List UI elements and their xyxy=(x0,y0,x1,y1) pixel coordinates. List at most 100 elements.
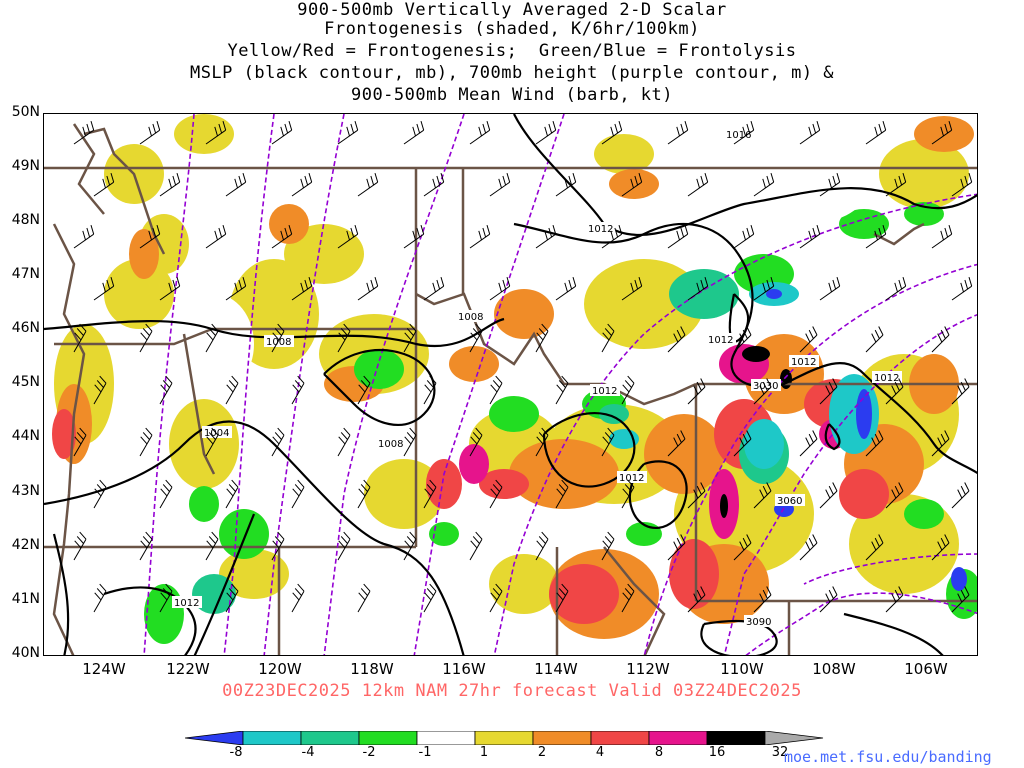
wind-barb xyxy=(931,430,950,457)
wind-barb xyxy=(555,583,569,613)
mslp-label: 1012 xyxy=(588,224,613,235)
wind-barb xyxy=(357,479,371,509)
mslp-label: 1012 xyxy=(619,473,644,484)
mslp-label: 1008 xyxy=(458,312,483,323)
wind-barb xyxy=(159,479,173,509)
wind-barb xyxy=(621,276,643,301)
colorbar-label: 4 xyxy=(595,745,605,760)
wind-barb xyxy=(667,326,686,353)
wind-barb xyxy=(291,479,305,509)
wind-barb xyxy=(667,224,689,249)
wind-barb xyxy=(357,583,371,613)
wind-barb xyxy=(403,120,425,145)
lon-label-108w: 108W xyxy=(812,660,856,678)
wind-barb xyxy=(423,479,437,509)
lat-label-50n: 50N xyxy=(11,104,40,120)
wind-barb xyxy=(271,224,293,249)
wind-barb xyxy=(799,224,821,249)
wind-barb xyxy=(885,172,907,197)
title-line-2: Frontogenesis (shaded, K/6hr/100km) xyxy=(324,19,700,39)
colorbar-label: -1 xyxy=(418,745,432,760)
wind-barb xyxy=(687,482,706,509)
wind-barb xyxy=(733,224,755,249)
wind-barb xyxy=(733,120,755,145)
wind-barb xyxy=(159,172,181,197)
lat-label-44n: 44N xyxy=(11,428,40,444)
lon-label-114w: 114W xyxy=(534,660,578,678)
wind-barb xyxy=(357,172,379,197)
wind-barb xyxy=(753,378,772,405)
title-line-4: MSLP (black contour, mb), 700mb height (… xyxy=(189,63,835,83)
lon-label-110w: 110W xyxy=(720,660,764,678)
wind-barb xyxy=(885,586,904,613)
colorbar-label: 1 xyxy=(479,745,489,760)
lat-label-45n: 45N xyxy=(11,374,40,390)
credit-link[interactable]: moe.met.fsu.edu/banding xyxy=(784,748,992,766)
wind-barb xyxy=(733,430,752,457)
colorbar-label: -4 xyxy=(301,745,315,760)
height-label: 3060 xyxy=(777,496,802,507)
colorbar-cell xyxy=(416,731,476,745)
lon-label-116w: 116W xyxy=(442,660,486,678)
height-contours xyxy=(143,114,977,655)
wind-barb xyxy=(733,534,752,561)
wind-barb xyxy=(931,224,953,249)
wind-barb xyxy=(733,326,752,353)
wind-barb xyxy=(159,276,181,301)
colorbar xyxy=(185,731,824,745)
wind-barb xyxy=(819,172,841,197)
wind-barb xyxy=(489,375,503,405)
wind-barb xyxy=(601,427,615,457)
wind-barb xyxy=(819,586,838,613)
wind-barb xyxy=(73,224,95,249)
colorbar-label: 8 xyxy=(654,745,664,760)
wind-barb xyxy=(139,120,161,145)
wind-barb xyxy=(423,276,445,301)
height-label: 3090 xyxy=(746,617,771,628)
wind-barb xyxy=(337,427,351,457)
wind-barb xyxy=(819,482,838,509)
wind-barb xyxy=(687,172,709,197)
wind-barb xyxy=(865,534,884,561)
wind-barb xyxy=(819,378,838,405)
wind-barb xyxy=(225,479,239,509)
wind-barb xyxy=(555,375,569,405)
wind-barb xyxy=(819,276,841,301)
colorbar-label: 32 xyxy=(771,745,789,760)
wind-barb xyxy=(93,583,107,613)
wind-barb xyxy=(139,323,153,353)
lat-label-47n: 47N xyxy=(11,266,40,282)
wind-barb xyxy=(139,531,153,561)
wind-barb xyxy=(403,427,417,457)
wind-barb xyxy=(885,276,907,301)
wind-barb xyxy=(73,323,87,353)
colorbar-cell xyxy=(474,731,534,745)
wind-barb xyxy=(601,224,623,249)
wind-barb xyxy=(205,427,219,457)
wind-barb xyxy=(951,482,970,509)
colorbar-label: 16 xyxy=(708,745,726,760)
wind-barb xyxy=(931,534,950,561)
colorbar-cell xyxy=(764,731,824,745)
mslp-label: 1016 xyxy=(726,130,751,141)
wind-barb xyxy=(489,583,503,613)
lat-label-48n: 48N xyxy=(11,212,40,228)
wind-barb xyxy=(73,531,87,561)
lon-label-122w: 122W xyxy=(166,660,210,678)
wind-barb xyxy=(93,276,115,301)
mslp-label: 1012 xyxy=(874,373,899,384)
forecast-valid-text: 00Z23DEC2025 12km NAM 27hr forecast Vali… xyxy=(222,681,802,701)
wind-barb xyxy=(931,326,950,353)
wind-barb xyxy=(469,224,491,249)
mslp-label: 1012 xyxy=(791,357,816,368)
wind-barb xyxy=(687,378,706,405)
mslp-label: 1012 xyxy=(174,598,199,609)
lat-label-46n: 46N xyxy=(11,320,40,336)
wind-barb xyxy=(139,224,161,249)
wind-barb xyxy=(535,224,557,249)
wind-barb xyxy=(489,479,503,509)
wind-barb xyxy=(799,120,821,145)
mslp-label: 1012 xyxy=(592,386,617,397)
title-line-5: 900-500mb Mean Wind (barb, kt) xyxy=(350,85,674,105)
wind-barb xyxy=(555,172,577,197)
